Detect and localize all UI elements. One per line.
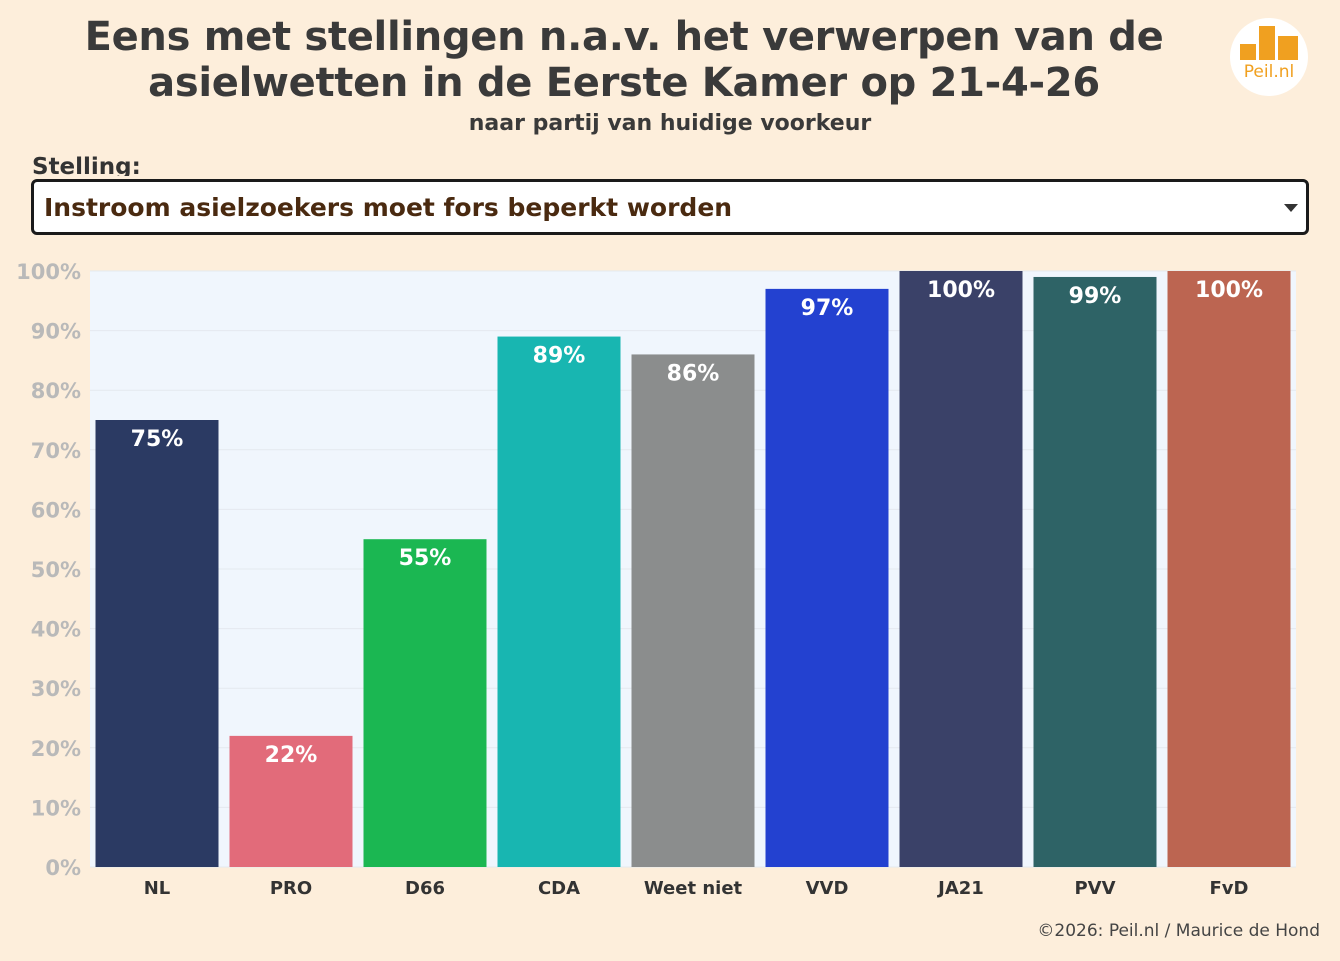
- x-tick-label: PVV: [1074, 878, 1115, 899]
- x-tick-label: JA21: [936, 878, 984, 899]
- chart-title-line-1: Eens met stellingen n.a.v. het verwerpen…: [84, 14, 1164, 60]
- bar-chart-icon-bar-2: [1259, 26, 1275, 60]
- y-tick-label: 10%: [31, 796, 81, 820]
- bar-weet-niet: [631, 354, 755, 867]
- x-tick-label: D66: [405, 878, 445, 899]
- bar-value-label: 55%: [399, 546, 452, 571]
- y-tick-label: 20%: [31, 737, 81, 761]
- y-tick-label: 50%: [31, 558, 81, 582]
- x-tick-label: Weet niet: [644, 878, 743, 899]
- bar-cda: [497, 336, 621, 867]
- logo-text: Peil.nl: [1243, 62, 1295, 82]
- bar-fvd: [1167, 271, 1291, 867]
- bar-value-label: 86%: [667, 361, 720, 386]
- y-tick-label: 100%: [16, 260, 81, 284]
- bar-nl: [95, 420, 219, 867]
- bar-value-label: 100%: [1195, 278, 1263, 303]
- y-tick-label: 40%: [31, 618, 81, 642]
- y-tick-label: 90%: [31, 320, 81, 344]
- bar-value-label: 89%: [533, 344, 586, 369]
- bar-value-label: 100%: [927, 278, 995, 303]
- bar-chart-icon: [1240, 44, 1256, 60]
- y-tick-label: 30%: [31, 677, 81, 701]
- bar-pro: [229, 735, 353, 867]
- y-tick-label: 80%: [31, 379, 81, 403]
- y-tick-label: 70%: [31, 439, 81, 463]
- credit-footer: ©2026: Peil.nl / Maurice de Hond: [1037, 921, 1320, 941]
- bar-chart-icon-bar-3: [1278, 36, 1298, 60]
- x-tick-label: NL: [144, 878, 171, 899]
- x-tick-label: CDA: [538, 878, 580, 899]
- chevron-down-icon: [1284, 204, 1298, 212]
- bar-d66: [363, 539, 487, 867]
- bar-value-label: 22%: [265, 743, 318, 768]
- stelling-label: Stelling:: [32, 154, 141, 176]
- y-tick-label: 60%: [31, 498, 81, 522]
- peil-logo: Peil.nl: [1230, 18, 1308, 96]
- bar-value-label: 75%: [131, 427, 184, 452]
- stelling-dropdown-value: Instroom asielzoekers moet fors beperkt …: [44, 193, 733, 222]
- chart-subtitle: naar partij van huidige voorkeur: [468, 111, 872, 136]
- x-tick-label: PRO: [270, 878, 312, 899]
- bar-vvd: [765, 288, 889, 867]
- stelling-dropdown[interactable]: Instroom asielzoekers moet fors beperkt …: [31, 179, 1309, 235]
- y-tick-label: 0%: [45, 856, 81, 880]
- bar-ja21: [899, 271, 1023, 867]
- bar-value-label: 97%: [801, 296, 854, 321]
- bar-pvv: [1033, 276, 1157, 868]
- chart-title-line-2: asielwetten in de Eerste Kamer op 21-4-2…: [148, 60, 1100, 106]
- bar-value-label: 99%: [1069, 284, 1122, 309]
- x-tick-label: FvD: [1210, 878, 1249, 899]
- x-tick-label: VVD: [806, 878, 849, 899]
